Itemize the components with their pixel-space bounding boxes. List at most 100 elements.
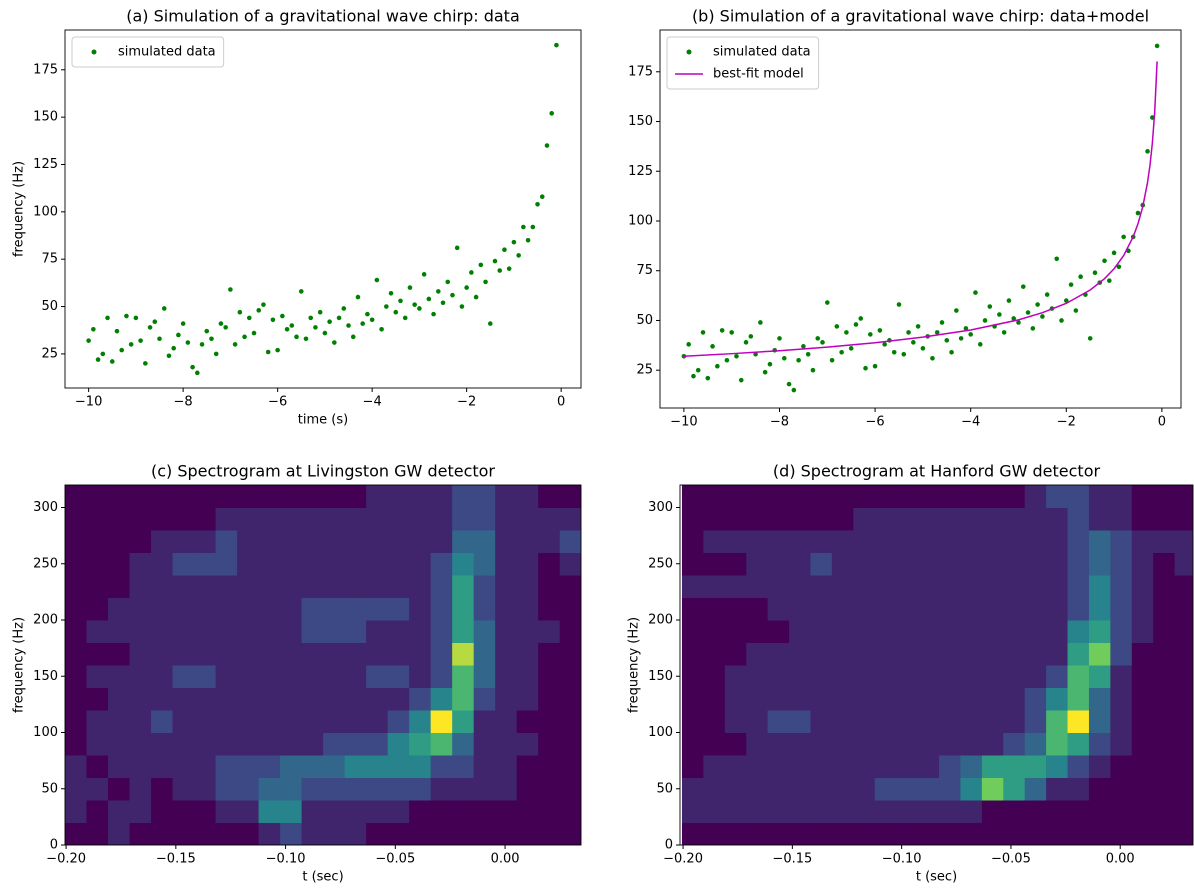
legend-label: simulated data	[713, 45, 811, 60]
data-point	[834, 324, 840, 329]
cell	[746, 777, 769, 801]
data-point	[407, 285, 413, 290]
cell	[258, 777, 281, 801]
data-point	[440, 300, 446, 306]
cell	[129, 800, 152, 823]
cell	[1003, 530, 1026, 553]
cell	[86, 732, 109, 756]
cell	[387, 507, 410, 531]
cell	[258, 597, 281, 621]
cell	[1067, 732, 1090, 756]
cell	[939, 620, 961, 643]
cell	[538, 597, 561, 621]
cell	[1067, 665, 1090, 688]
cell	[495, 732, 518, 756]
data-point	[743, 340, 749, 345]
data-point	[435, 289, 441, 294]
cell	[172, 552, 195, 576]
cell	[896, 575, 919, 598]
data-point	[848, 346, 854, 351]
cell	[767, 597, 790, 621]
cell	[703, 822, 726, 845]
cell	[1003, 620, 1026, 643]
cell	[981, 552, 1004, 576]
cell	[129, 507, 152, 531]
cell	[516, 507, 539, 531]
cell	[1174, 710, 1193, 733]
cell	[960, 620, 983, 643]
cell	[452, 485, 475, 508]
data-point	[109, 359, 115, 364]
data-point	[1121, 234, 1126, 240]
cell	[237, 507, 260, 531]
cell	[323, 642, 346, 666]
cell	[258, 755, 281, 778]
cell	[1110, 777, 1133, 801]
cell	[65, 642, 88, 666]
cell	[280, 485, 303, 508]
cell	[1088, 710, 1111, 733]
cell	[1174, 687, 1193, 711]
x-axis-label: t (sec)	[302, 870, 343, 885]
cell	[215, 485, 238, 508]
cell	[452, 665, 475, 688]
cell	[344, 822, 367, 845]
cell	[280, 552, 303, 576]
data-point	[872, 363, 878, 369]
data-point	[1059, 318, 1064, 323]
cell	[1110, 687, 1133, 711]
cell	[1153, 732, 1176, 756]
x-tick-label: −0.05	[991, 852, 1031, 867]
cell	[896, 755, 919, 778]
cell	[516, 800, 539, 823]
cell	[810, 575, 833, 598]
cell	[151, 710, 174, 733]
data-point	[1116, 264, 1122, 270]
cell	[1174, 822, 1193, 845]
data-point	[322, 330, 328, 336]
cell	[452, 575, 475, 598]
cell	[1003, 710, 1026, 733]
axes-frame	[679, 484, 1194, 846]
cell	[896, 710, 919, 733]
data-point	[934, 330, 940, 335]
cell	[874, 755, 897, 778]
data-point	[242, 334, 247, 340]
cell	[960, 687, 983, 711]
cell	[917, 777, 940, 801]
cell	[810, 507, 833, 531]
data-point	[705, 375, 711, 381]
cell	[1131, 710, 1154, 733]
data-point	[379, 326, 384, 332]
data-point	[724, 357, 730, 363]
cell	[1153, 642, 1176, 666]
data-point	[1001, 330, 1007, 335]
cell	[86, 530, 109, 553]
cell	[194, 665, 217, 688]
cell	[194, 822, 217, 845]
cell	[746, 732, 769, 756]
cell	[387, 597, 410, 621]
cell	[853, 732, 876, 756]
cell	[724, 732, 747, 756]
cell	[516, 822, 539, 845]
data-point	[138, 338, 143, 343]
cell	[387, 710, 410, 733]
cell	[280, 575, 303, 598]
cell	[1067, 777, 1090, 801]
cell	[1131, 530, 1154, 553]
cell	[280, 800, 303, 823]
data-point	[346, 323, 351, 328]
cell	[409, 822, 432, 845]
cell	[172, 732, 195, 756]
y-tick-label: 75	[636, 263, 653, 278]
cell	[1153, 485, 1176, 508]
data-point	[853, 322, 859, 327]
cell	[430, 777, 453, 801]
cell	[65, 507, 88, 531]
cell	[280, 777, 303, 801]
data-point	[805, 351, 811, 357]
data-point	[715, 363, 720, 369]
cell	[86, 822, 109, 845]
data-point	[1135, 210, 1141, 216]
